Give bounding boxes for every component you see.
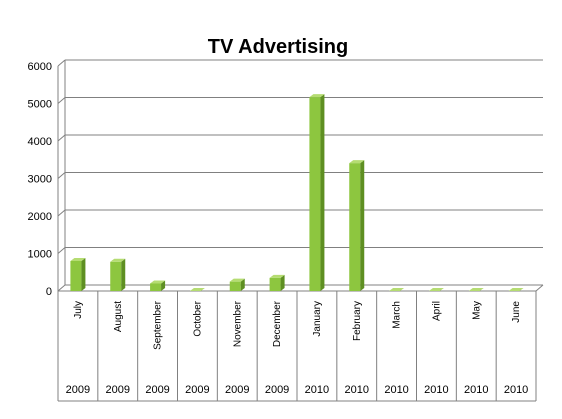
bar-top [150, 280, 166, 284]
gridline-depth [57, 59, 66, 67]
x-year-label: 2010 [305, 384, 329, 396]
label-layer: 0 1000 2000 3000 4000 5000 6000 July 2009 August 2… [28, 61, 529, 396]
x-year-label: 2009 [145, 384, 169, 396]
floor-edge [535, 284, 544, 292]
bar-may [468, 288, 484, 291]
x-category-label: August [113, 301, 124, 332]
bar-top [508, 288, 524, 291]
gridline-depth [57, 172, 66, 179]
x-category-label: October [192, 300, 203, 336]
y-tick-label: 3000 [28, 174, 52, 186]
x-category-label: December [272, 300, 283, 347]
x-year-label: 2009 [106, 384, 130, 396]
x-category-label: April [431, 301, 442, 321]
y-tick-label: 6000 [28, 61, 52, 73]
x-year-label: 2009 [265, 384, 289, 396]
bar-december [269, 274, 285, 291]
gridline-depth [57, 97, 66, 104]
x-year-label: 2009 [225, 384, 249, 396]
bar-front [349, 163, 361, 291]
bar-august [110, 258, 126, 291]
x-category-label: March [392, 301, 403, 329]
bar-layer [70, 94, 524, 291]
x-category-label: February [352, 301, 363, 341]
bar-side [240, 278, 245, 291]
bar-front [269, 277, 281, 291]
x-category-label: July [73, 301, 84, 319]
bar-november [229, 278, 245, 291]
x-year-label: 2010 [345, 384, 369, 396]
bar-front [70, 261, 82, 291]
x-year-label: 2009 [66, 384, 90, 396]
bar-top [70, 258, 86, 261]
y-tick-label: 5000 [28, 99, 52, 111]
bar-june [508, 288, 524, 291]
bar-july [70, 258, 86, 291]
bar-front [150, 283, 162, 291]
x-year-label: 2010 [464, 384, 488, 396]
bar-september [150, 280, 166, 291]
gridline-depth [57, 284, 66, 292]
x-category-label: September [153, 300, 164, 350]
y-tick-label: 1000 [28, 249, 52, 261]
x-year-label: 2010 [384, 384, 408, 396]
gridline-depth [57, 209, 66, 217]
bar-top [189, 288, 205, 291]
bar-top [110, 258, 126, 262]
bar-side [320, 94, 325, 291]
bar-side [280, 274, 285, 291]
bar-march [389, 288, 405, 291]
x-category-label: June [511, 301, 522, 323]
y-tick-label: 0 [46, 286, 52, 298]
bar-april [428, 288, 444, 291]
bar-january [309, 94, 325, 291]
chart-title: TV Advertising [208, 36, 348, 58]
gridline-depth [57, 247, 66, 254]
x-year-label: 2010 [504, 384, 528, 396]
grid-layer [57, 59, 543, 292]
bar-top [428, 288, 444, 291]
x-category-label: January [312, 301, 323, 337]
y-tick-label: 2000 [28, 211, 52, 223]
x-year-label: 2009 [185, 384, 209, 396]
y-tick-label: 4000 [28, 136, 52, 148]
bar-side [81, 258, 86, 291]
bar-side [360, 160, 365, 291]
axis-layer [57, 60, 544, 402]
x-category-label: May [471, 301, 482, 320]
bar-side [121, 258, 126, 291]
bar-february [349, 160, 365, 291]
bar-front [110, 261, 122, 291]
bar-front [229, 281, 241, 291]
x-year-label: 2010 [424, 384, 448, 396]
bar-side [161, 280, 166, 291]
bar-top [468, 288, 484, 291]
gridline-depth [57, 134, 66, 142]
x-category-label: November [232, 300, 243, 347]
bar-top [309, 94, 325, 98]
bar-top [229, 278, 245, 282]
bar-top [389, 288, 405, 291]
bar-front [309, 97, 321, 291]
bar-top [269, 274, 285, 278]
bar-top [349, 160, 365, 164]
bar-october [189, 288, 205, 291]
